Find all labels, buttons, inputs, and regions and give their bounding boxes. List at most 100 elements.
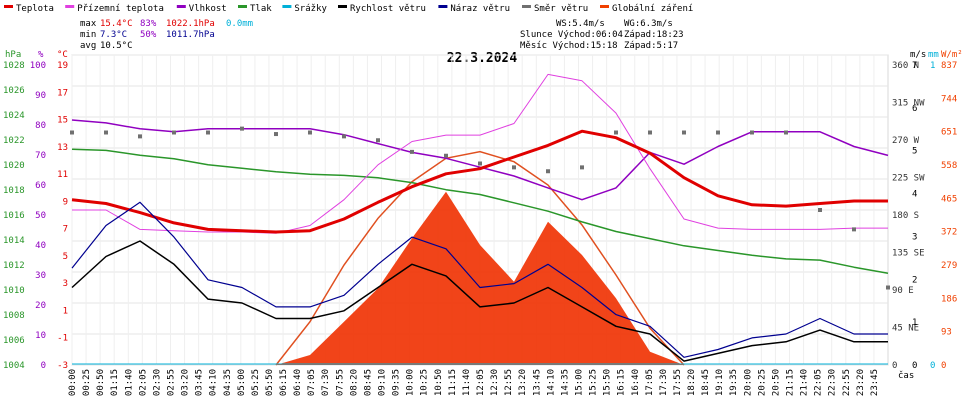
time-tick-47: 19:35 [729,369,739,396]
legend-swatch-4 [282,5,292,8]
stats-block: max 15.4°C 83% 1022.1hPa 0.0mm min 7.3°C… [80,19,253,51]
time-tick-6: 02:30 [152,369,162,396]
wm-tick-2: 651 [941,128,957,138]
celsius-tick-10: -1 [57,334,68,344]
legend-label-3: Tlak [250,4,272,14]
time-unit-label: čas [898,370,914,381]
legend-label-0: Teplota [16,4,54,14]
hpa-tick-9: 1010 [3,286,25,296]
time-tick-8: 03:20 [181,369,191,396]
wind-dir-marker-24 [886,285,890,290]
time-tick-30: 12:30 [490,369,500,396]
wind-dir-marker-23 [852,227,856,232]
wind-dir-marker-6 [274,132,278,137]
time-tick-22: 09:10 [378,369,388,396]
wm-tick-8: 93 [941,328,952,338]
legend-swatch-3 [238,5,247,8]
time-tick-11: 04:35 [223,369,233,396]
time-tick-23: 09:35 [392,369,402,396]
ms-tick-0: 7 [912,61,917,71]
time-tick-26: 10:50 [434,369,444,396]
legend-swatch-2 [176,5,186,8]
time-tick-20: 08:20 [349,369,359,396]
wind-dir-marker-20 [750,130,754,135]
time-tick-27: 11:15 [448,369,458,396]
legend-label-6: Náraz větru [450,4,510,14]
time-tick-28: 11:40 [462,369,472,396]
hpa-tick-8: 1012 [3,261,25,271]
time-tick-53: 22:05 [814,369,824,396]
pct-tick-10: 0 [41,361,46,371]
temperature-line [71,129,888,234]
time-tick-3: 01:15 [110,369,120,396]
wm-tick-4: 465 [941,194,957,204]
avg-temp: 10.5°C [100,41,133,51]
legend: Teplota Přízemní teplota Vlhkost Tlak Srážky… [4,4,693,14]
wind-dir-marker-21 [784,130,788,135]
wind-dir-marker-1 [104,130,108,135]
time-tick-56: 23:20 [856,369,866,396]
wind-dir-marker-14 [546,169,550,174]
time-tick-4: 01:40 [124,369,134,396]
sunset-info: Západ:18:23 [624,30,684,40]
pct-tick-5: 50 [35,211,46,221]
wind-dir-marker-22 [818,208,822,212]
max-label: max [80,19,97,29]
celsius-tick-3: 13 [57,143,68,153]
celsius-tick-1: 17 [57,88,68,98]
ms-tick-6: 1 [912,318,917,328]
max-temp: 15.4°C [100,19,133,29]
wm-tick-5: 372 [941,228,957,238]
pct-tick-8: 20 [35,301,46,311]
pct-tick-1: 90 [35,91,46,101]
min-pressure: 1011.7hPa [166,30,215,40]
axis-ticks: 1028102610241022102010181016101410121010… [3,61,957,396]
wind-dir-marker-9 [376,138,380,143]
ms-tick-3: 4 [912,190,917,200]
precip-total: 0.0mm [226,19,253,29]
time-tick-49: 20:25 [757,369,767,396]
celsius-tick-0: 19 [57,61,68,71]
legend-swatch-0 [4,5,13,8]
min-humidity: 50% [140,30,157,40]
time-tick-57: 23:45 [870,369,880,396]
mm-unit-label: mm [928,50,939,60]
wind-gust-info: WG:6.3m/s [624,19,673,29]
ms-unit-label: m/s [910,50,926,60]
time-tick-1: 00:25 [82,369,92,396]
hpa-tick-6: 1016 [3,211,25,221]
time-tick-12: 05:00 [237,369,247,396]
wind-dir-marker-4 [206,130,210,135]
sunrise-info: Slunce Východ:06:04 [520,30,623,40]
dir-tick-7: 45 NE [892,324,919,334]
min-label: min [80,30,96,40]
pressure-line [71,148,889,274]
wind-dir-marker-11 [444,153,448,158]
wind-dir-marker-3 [172,130,176,135]
clear-sky-radiation-line [275,150,685,366]
time-tick-14: 05:50 [265,369,275,396]
dir-tick-3: 225 SW [892,174,925,184]
wind-dir-marker-18 [682,130,686,135]
time-tick-46: 19:10 [715,369,725,396]
ms-tick-7: 0 [912,361,917,371]
pct-tick-4: 60 [35,181,46,191]
hpa-tick-5: 1018 [3,186,25,196]
mm-tick-1: 0 [930,361,935,371]
legend-swatch-1 [65,5,75,8]
time-tick-13: 05:25 [251,369,261,396]
time-tick-42: 17:30 [659,369,669,396]
time-tick-10: 04:10 [209,369,219,396]
wm-tick-1: 744 [941,94,957,104]
pct-tick-7: 30 [35,271,46,281]
time-tick-43: 17:55 [673,369,683,396]
pct-tick-0: 100 [30,61,46,71]
time-tick-24: 10:00 [406,369,416,396]
wind-speed-line [71,240,888,362]
info-block: WS:5.4m/s WG:6.3m/s Slunce Východ:06:04 … [520,19,684,51]
wind-dir-marker-19 [716,130,720,135]
hpa-tick-3: 1022 [3,136,25,146]
time-tick-2: 00:50 [96,369,106,396]
dir-tick-8: 0 [892,361,897,371]
